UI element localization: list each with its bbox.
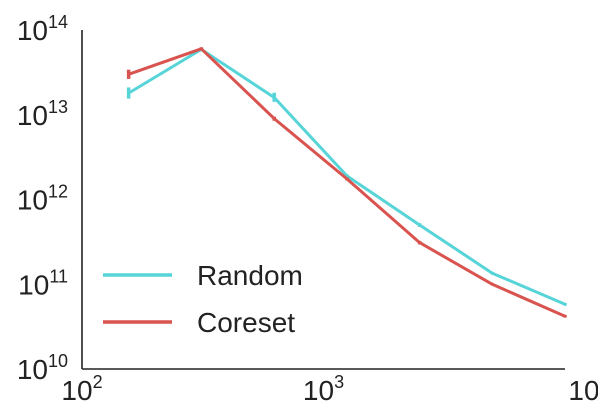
- data-point: [272, 117, 276, 121]
- data-point: [563, 314, 567, 318]
- legend-label-coreset: Coreset: [197, 307, 295, 338]
- tick-exponent: 14: [48, 12, 68, 32]
- data-point: [418, 241, 422, 245]
- tick-exponent: 12: [48, 182, 68, 202]
- y-tick-label: 1014: [17, 12, 68, 46]
- axes: [81, 30, 565, 370]
- data-point: [272, 95, 276, 99]
- tick-base: 10: [61, 375, 92, 406]
- legend: Random Coreset: [103, 260, 303, 338]
- tick-exponent: 10: [48, 351, 68, 371]
- tick-base: 10: [568, 375, 598, 406]
- data-point: [490, 282, 494, 286]
- tick-exponent: 2: [93, 372, 103, 392]
- data-point: [127, 72, 131, 76]
- data-point: [127, 91, 131, 95]
- x-tick-label: 104: [568, 372, 598, 406]
- y-tick-label: 1012: [17, 182, 68, 216]
- tick-exponent: 3: [334, 372, 344, 392]
- y-tick-label: 1010: [17, 351, 68, 385]
- tick-base: 10: [17, 185, 48, 216]
- tick-base: 10: [18, 269, 49, 300]
- tick-exponent: 11: [49, 266, 68, 286]
- data-point: [345, 177, 349, 181]
- y-tick-label: 1011: [18, 266, 68, 300]
- tick-base: 10: [17, 15, 48, 46]
- tick-labels: 10210310410101011101210131014: [17, 12, 598, 406]
- tick-exponent: 13: [48, 97, 68, 117]
- x-tick-label: 102: [61, 372, 102, 406]
- tick-base: 10: [17, 100, 48, 131]
- data-point: [418, 223, 422, 227]
- legend-label-random: Random: [197, 260, 303, 291]
- data-point: [490, 271, 494, 275]
- x-tick-label: 103: [303, 372, 344, 406]
- y-tick-label: 1013: [17, 97, 68, 131]
- data-point: [563, 302, 567, 306]
- data-point: [199, 47, 203, 51]
- series-lines: [126, 47, 567, 318]
- tick-base: 10: [17, 354, 48, 385]
- tick-base: 10: [303, 375, 334, 406]
